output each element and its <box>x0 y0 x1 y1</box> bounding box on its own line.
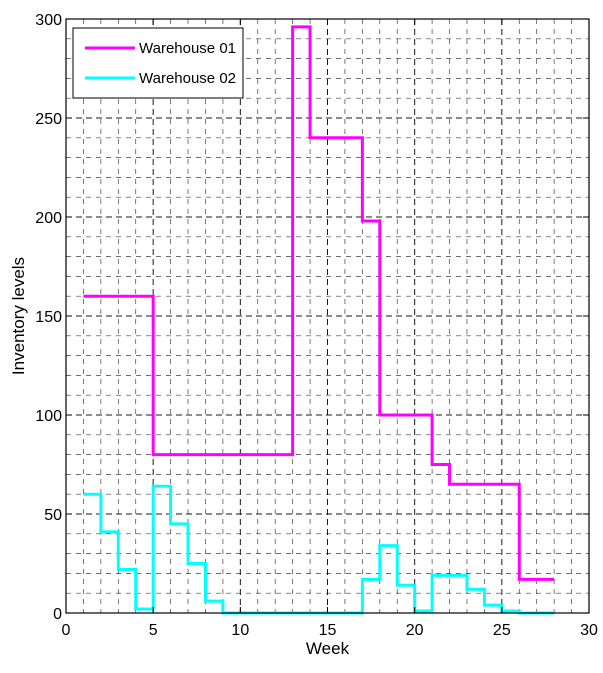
y-tick-label: 150 <box>35 309 62 326</box>
x-tick-label: 30 <box>580 622 598 639</box>
legend-box <box>72 27 244 99</box>
legend-label-warehouse-01: Warehouse 01 <box>139 40 236 57</box>
series-line-2 <box>83 484 555 615</box>
x-tick-label: 20 <box>406 622 424 639</box>
x-tick-label: 5 <box>149 622 158 639</box>
legend-label-warehouse-02: Warehouse 02 <box>139 70 236 87</box>
y-tick-label: 50 <box>44 507 62 524</box>
x-tick-label: 15 <box>319 622 337 639</box>
x-tick-label: 0 <box>62 622 71 639</box>
series-layer <box>83 25 555 615</box>
legend: Warehouse 01 Warehouse 02 <box>72 27 244 99</box>
x-tick-label: 25 <box>493 622 511 639</box>
y-axis-label: Inventory levels <box>9 257 28 375</box>
grid <box>66 19 589 613</box>
series-line-1 <box>83 25 555 581</box>
y-tick-label: 300 <box>35 12 62 29</box>
y-tick-label: 250 <box>35 111 62 128</box>
x-tick-label: 10 <box>231 622 249 639</box>
x-axis-label: Week <box>306 639 350 658</box>
y-tick-label: 100 <box>35 408 62 425</box>
y-tick-label: 200 <box>35 210 62 227</box>
y-tick-label: 0 <box>53 606 62 623</box>
